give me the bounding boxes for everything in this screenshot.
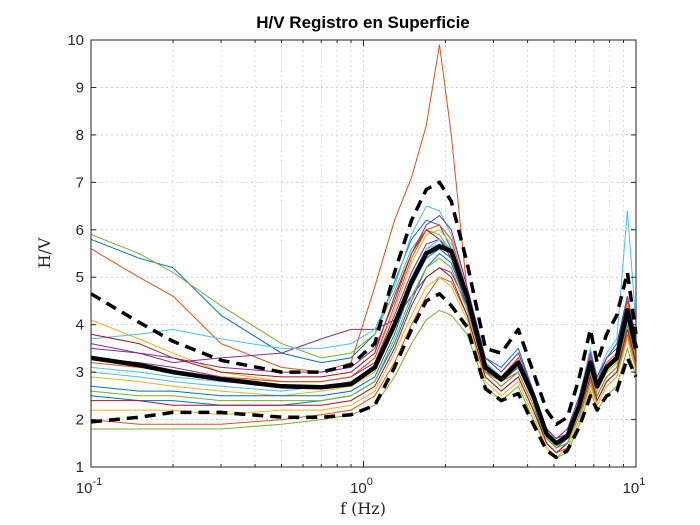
record-line bbox=[90, 248, 637, 449]
y-tick-label: 7 bbox=[76, 174, 84, 191]
axis-ticks: 1 2 3 4 5 6 7 8 9 10 10-1 100 101 bbox=[67, 32, 645, 497]
y-tick-label: 1 bbox=[76, 459, 84, 476]
x-axis-label: f (Hz) bbox=[340, 499, 386, 518]
y-tick-label: 9 bbox=[76, 79, 84, 96]
lower-std-line bbox=[90, 292, 638, 460]
x-tick-label: 10-1 bbox=[76, 476, 102, 497]
y-tick-label: 5 bbox=[76, 269, 84, 286]
y-tick-label: 6 bbox=[76, 222, 84, 239]
y-tick-label: 3 bbox=[76, 364, 84, 381]
x-tick-label: 101 bbox=[623, 476, 646, 497]
y-tick-label: 4 bbox=[76, 317, 84, 334]
record-line bbox=[91, 276, 637, 459]
mean-line bbox=[90, 244, 639, 446]
record-line bbox=[90, 257, 637, 449]
upper-std-line bbox=[90, 180, 638, 427]
x-tick-label: 100 bbox=[350, 476, 373, 497]
record-line bbox=[90, 214, 637, 440]
y-tick-label: 2 bbox=[76, 412, 84, 429]
y-tick-label: 10 bbox=[67, 32, 84, 49]
y-axis-label: H/V bbox=[35, 237, 54, 268]
y-tick-label: 8 bbox=[76, 127, 84, 144]
chart-title: H/V Registro en Superficie bbox=[256, 13, 470, 32]
record-line bbox=[91, 267, 637, 454]
statistical-curves bbox=[90, 180, 639, 460]
